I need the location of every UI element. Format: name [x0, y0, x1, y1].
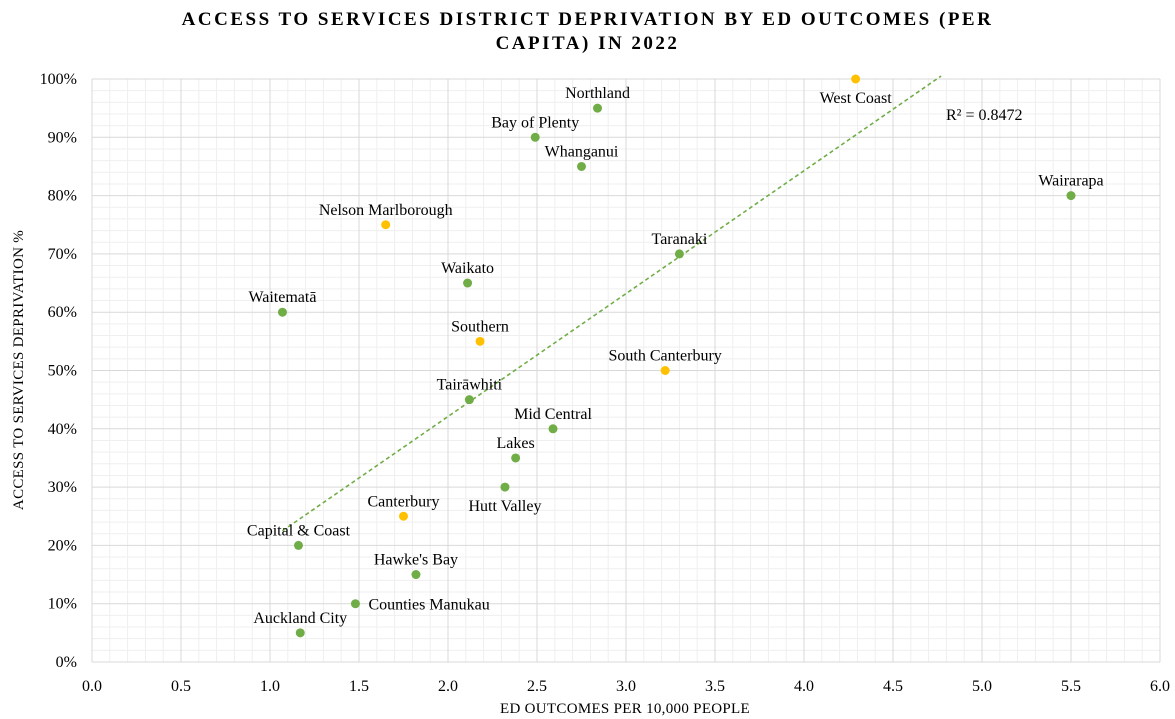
data-point — [295, 628, 305, 638]
x-tick-label: 6.0 — [1150, 678, 1170, 695]
x-tick-label: 5.0 — [972, 678, 992, 695]
data-label: Capital & Coast — [247, 522, 351, 539]
data-label: Waikato — [441, 260, 494, 277]
data-label: Hutt Valley — [468, 498, 541, 515]
x-tick-label: 3.5 — [705, 678, 725, 695]
y-axis-title: ACCESS TO SERVICES DEPRIVATION % — [11, 230, 27, 510]
data-point — [1066, 191, 1076, 201]
data-point — [674, 249, 684, 259]
data-label: Wairarapa — [1038, 173, 1103, 190]
y-tick-label: 100% — [40, 71, 77, 88]
x-axis-title: ED OUTCOMES PER 10,000 PEOPLE — [500, 701, 750, 717]
data-label: Whanganui — [545, 143, 619, 160]
y-tick-label: 20% — [48, 537, 77, 554]
data-label: Northland — [565, 85, 630, 102]
data-label: West Coast — [820, 90, 893, 107]
x-tick-label: 3.0 — [616, 678, 636, 695]
data-label: Auckland City — [253, 610, 347, 627]
data-point — [399, 511, 408, 521]
r-squared-label: R² = 0.8472 — [946, 107, 1023, 124]
y-tick-label: 60% — [48, 304, 77, 321]
data-point — [548, 424, 558, 434]
x-tick-label: 2.5 — [527, 678, 547, 695]
x-tick-label: 1.5 — [349, 678, 369, 695]
data-point — [464, 395, 474, 405]
data-point — [530, 132, 540, 142]
x-tick-label: 0.0 — [82, 678, 102, 695]
data-point — [660, 366, 670, 375]
y-tick-label: 70% — [48, 246, 77, 263]
y-tick-label: 10% — [48, 596, 77, 613]
y-tick-label: 50% — [48, 363, 77, 380]
data-label: Lakes — [497, 435, 535, 452]
data-label: Bay of Plenty — [491, 114, 579, 131]
x-tick-label: 2.0 — [438, 678, 458, 695]
data-point — [463, 278, 473, 288]
data-point — [350, 599, 360, 609]
data-point — [475, 336, 485, 346]
grid — [91, 78, 1161, 663]
trendline — [282, 75, 942, 532]
y-tick-label: 90% — [48, 129, 77, 146]
data-label: Nelson Marlborough — [319, 202, 453, 219]
x-tick-label: 5.5 — [1061, 678, 1081, 695]
x-tick-label: 4.5 — [883, 678, 903, 695]
data-point — [411, 570, 421, 580]
data-label: Hawke's Bay — [374, 552, 458, 569]
data-label: Southern — [451, 318, 509, 335]
data-point — [277, 307, 287, 317]
data-point — [381, 220, 391, 230]
data-label: South Canterbury — [608, 348, 721, 365]
chart-title: ACCESS TO SERVICES DISTRICT DEPRIVATION … — [0, 8, 1175, 56]
y-tick-label: 0% — [56, 654, 77, 671]
data-point — [500, 482, 510, 492]
data-point — [511, 453, 521, 463]
data-label: Tairāwhiti — [437, 377, 503, 394]
y-tick-label: 30% — [48, 479, 77, 496]
chart-title-line-1: ACCESS TO SERVICES DISTRICT DEPRIVATION … — [181, 9, 994, 30]
data-point — [577, 161, 586, 171]
data-label: Taranaki — [652, 231, 708, 248]
tick-labels: 0.0 0.5 1.0 1.5 2.0 2.5 3.0 3.5 4.0 4.5 5.0 5.5 6.0 0… — [40, 71, 1170, 695]
point-labels: Northland West Coast Bay of Plenty Whanganu… — [247, 85, 1104, 627]
x-tick-label: 1.0 — [260, 678, 280, 695]
data-point — [293, 540, 303, 550]
x-tick-label: 0.5 — [171, 678, 191, 695]
trendline-layer — [282, 75, 942, 532]
data-label: Counties Manukau — [368, 597, 489, 614]
data-point — [851, 74, 861, 84]
data-label: Mid Central — [514, 406, 592, 423]
y-tick-label: 40% — [48, 421, 77, 438]
x-tick-label: 4.0 — [794, 678, 814, 695]
data-label: Canterbury — [368, 493, 440, 510]
data-label: Waitematā — [248, 289, 316, 306]
data-points — [277, 74, 1076, 638]
y-tick-label: 80% — [48, 188, 77, 205]
chart-title-line-2: CAPITA) IN 2022 — [495, 33, 680, 54]
data-point — [593, 103, 603, 113]
